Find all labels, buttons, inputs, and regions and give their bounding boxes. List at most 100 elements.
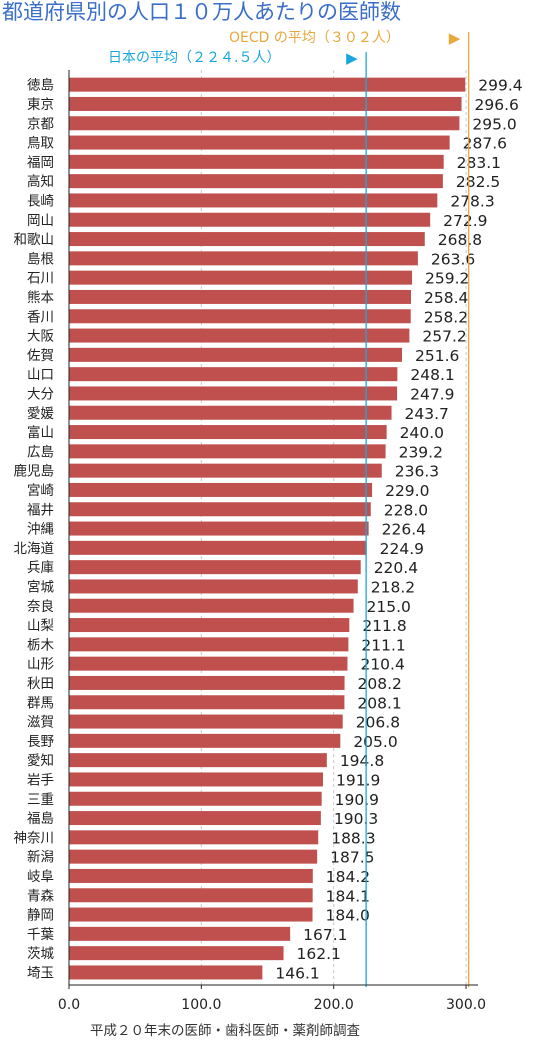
value-label: 239.2 [399, 443, 443, 461]
category-label: 静岡 [27, 908, 54, 924]
value-label: 240.0 [400, 424, 444, 442]
bar [69, 502, 371, 517]
bar [69, 116, 460, 131]
bar [69, 367, 398, 382]
value-label: 299.4 [478, 77, 522, 95]
bar [69, 347, 402, 362]
value-label: 188.3 [331, 829, 375, 847]
bar [69, 907, 313, 922]
bar [69, 656, 348, 671]
category-label: 富山 [27, 424, 54, 441]
value-label: 272.9 [443, 212, 487, 230]
bar [69, 695, 345, 710]
bar [69, 868, 313, 883]
value-label: 208.2 [358, 675, 402, 693]
value-label: 184.2 [326, 868, 370, 886]
category-label: 長野 [27, 734, 54, 750]
value-label: 295.0 [472, 115, 516, 133]
bar [69, 444, 386, 459]
category-label: 滋賀 [27, 715, 54, 731]
value-label: 218.2 [371, 578, 415, 596]
bar [69, 193, 438, 208]
reference-line-marker: ▶ [346, 49, 358, 67]
bar [69, 946, 284, 961]
category-label: 長崎 [27, 193, 54, 209]
x-axis: 0.0 100.0 200.0 300.0 [58, 70, 486, 1013]
value-label: 184.0 [326, 907, 370, 925]
bar [69, 386, 398, 401]
value-label: 287.6 [463, 135, 507, 153]
category-label: 北海道 [14, 541, 55, 557]
bar [69, 675, 345, 690]
reference-line-label: 日本の平均（２２４.５人） [108, 50, 280, 66]
value-label: 296.6 [475, 96, 519, 114]
x-tick-label: 200.0 [314, 997, 354, 1013]
bar [69, 328, 410, 343]
value-label: 248.1 [410, 366, 454, 384]
value-label: 146.1 [275, 964, 319, 982]
value-label: 282.5 [456, 173, 500, 191]
category-label: 茨城 [27, 946, 54, 962]
value-label: 257.2 [422, 328, 466, 346]
category-label: 徳島 [27, 78, 54, 94]
bar [69, 463, 382, 478]
value-label: 210.4 [360, 656, 404, 674]
source-note: 平成２０年末の医師・歯科医師・薬剤師調査 [90, 1023, 360, 1039]
category-label: 岡山 [27, 213, 54, 229]
bar [69, 425, 387, 440]
reference-lines: OECD の平均（３０２人） ▶ 日本の平均（２２４.５人） ▶ [108, 29, 470, 987]
bar [69, 637, 349, 652]
bar [69, 174, 443, 189]
bar [69, 965, 263, 980]
bar [69, 77, 466, 92]
category-label: 岩手 [27, 772, 54, 788]
value-label: 251.6 [415, 347, 459, 365]
bar [69, 289, 411, 304]
bar [69, 888, 313, 903]
bars: 徳島 299.4 東京 296.6 京都 295.0 鳥取 287.6 福岡 283.1 高知 282… [14, 77, 523, 983]
value-label: 283.1 [457, 154, 501, 172]
bar [69, 560, 361, 575]
category-label: 愛知 [27, 752, 54, 769]
bar [69, 270, 413, 285]
category-label: 広島 [27, 444, 54, 460]
bar [69, 753, 327, 768]
value-label: 184.1 [326, 887, 370, 905]
category-label: 愛媛 [27, 406, 54, 422]
category-label: 和歌山 [14, 232, 55, 248]
value-label: 211.1 [361, 636, 405, 654]
category-label: 宮城 [27, 579, 54, 595]
category-label: 高知 [27, 173, 54, 190]
category-label: 島根 [27, 251, 54, 267]
category-label: 宮崎 [27, 483, 54, 499]
bar [69, 135, 450, 150]
value-label: 190.3 [334, 810, 378, 828]
value-label: 258.2 [424, 308, 468, 326]
category-label: 栃木 [27, 637, 54, 653]
bar [69, 96, 462, 111]
category-label: 沖縄 [27, 522, 54, 538]
category-label: 埼玉 [27, 965, 54, 981]
bar [69, 830, 319, 845]
bar [69, 849, 318, 864]
bar [69, 714, 343, 729]
category-label: 三重 [27, 792, 54, 808]
value-label: 162.1 [297, 945, 341, 963]
reference-line-marker: ▶ [449, 29, 461, 47]
bar [69, 405, 392, 420]
category-label: 石川 [27, 271, 54, 287]
bar [69, 521, 369, 536]
value-label: 236.3 [395, 463, 439, 481]
category-label: 奈良 [27, 599, 54, 615]
x-tick-label: 100.0 [181, 997, 221, 1013]
category-label: 香川 [27, 309, 54, 325]
value-label: 259.2 [425, 270, 469, 288]
bar [69, 232, 425, 247]
x-tick-label: 0.0 [58, 997, 80, 1013]
category-label: 鳥取 [27, 136, 54, 152]
category-label: 山形 [27, 657, 54, 673]
category-label: 神奈川 [14, 830, 55, 846]
bar [69, 309, 411, 324]
bar [69, 733, 341, 748]
